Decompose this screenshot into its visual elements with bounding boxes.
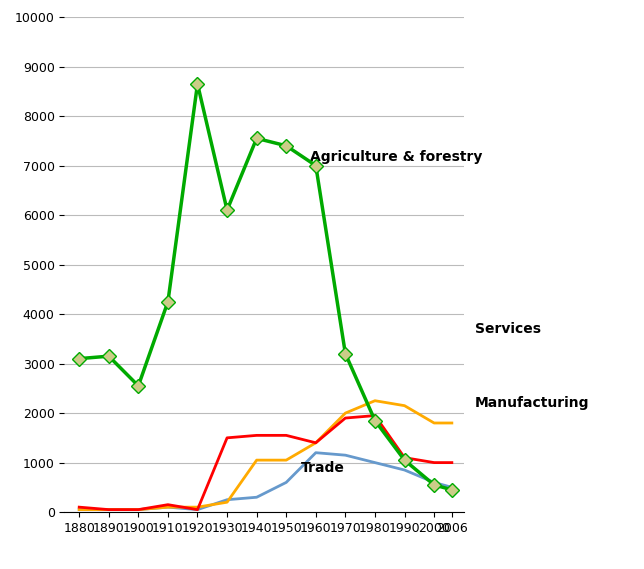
Text: Manufacturing: Manufacturing — [475, 396, 589, 410]
Text: Services: Services — [475, 322, 541, 336]
Text: Agriculture & forestry: Agriculture & forestry — [310, 150, 482, 164]
Text: Trade: Trade — [301, 460, 345, 475]
